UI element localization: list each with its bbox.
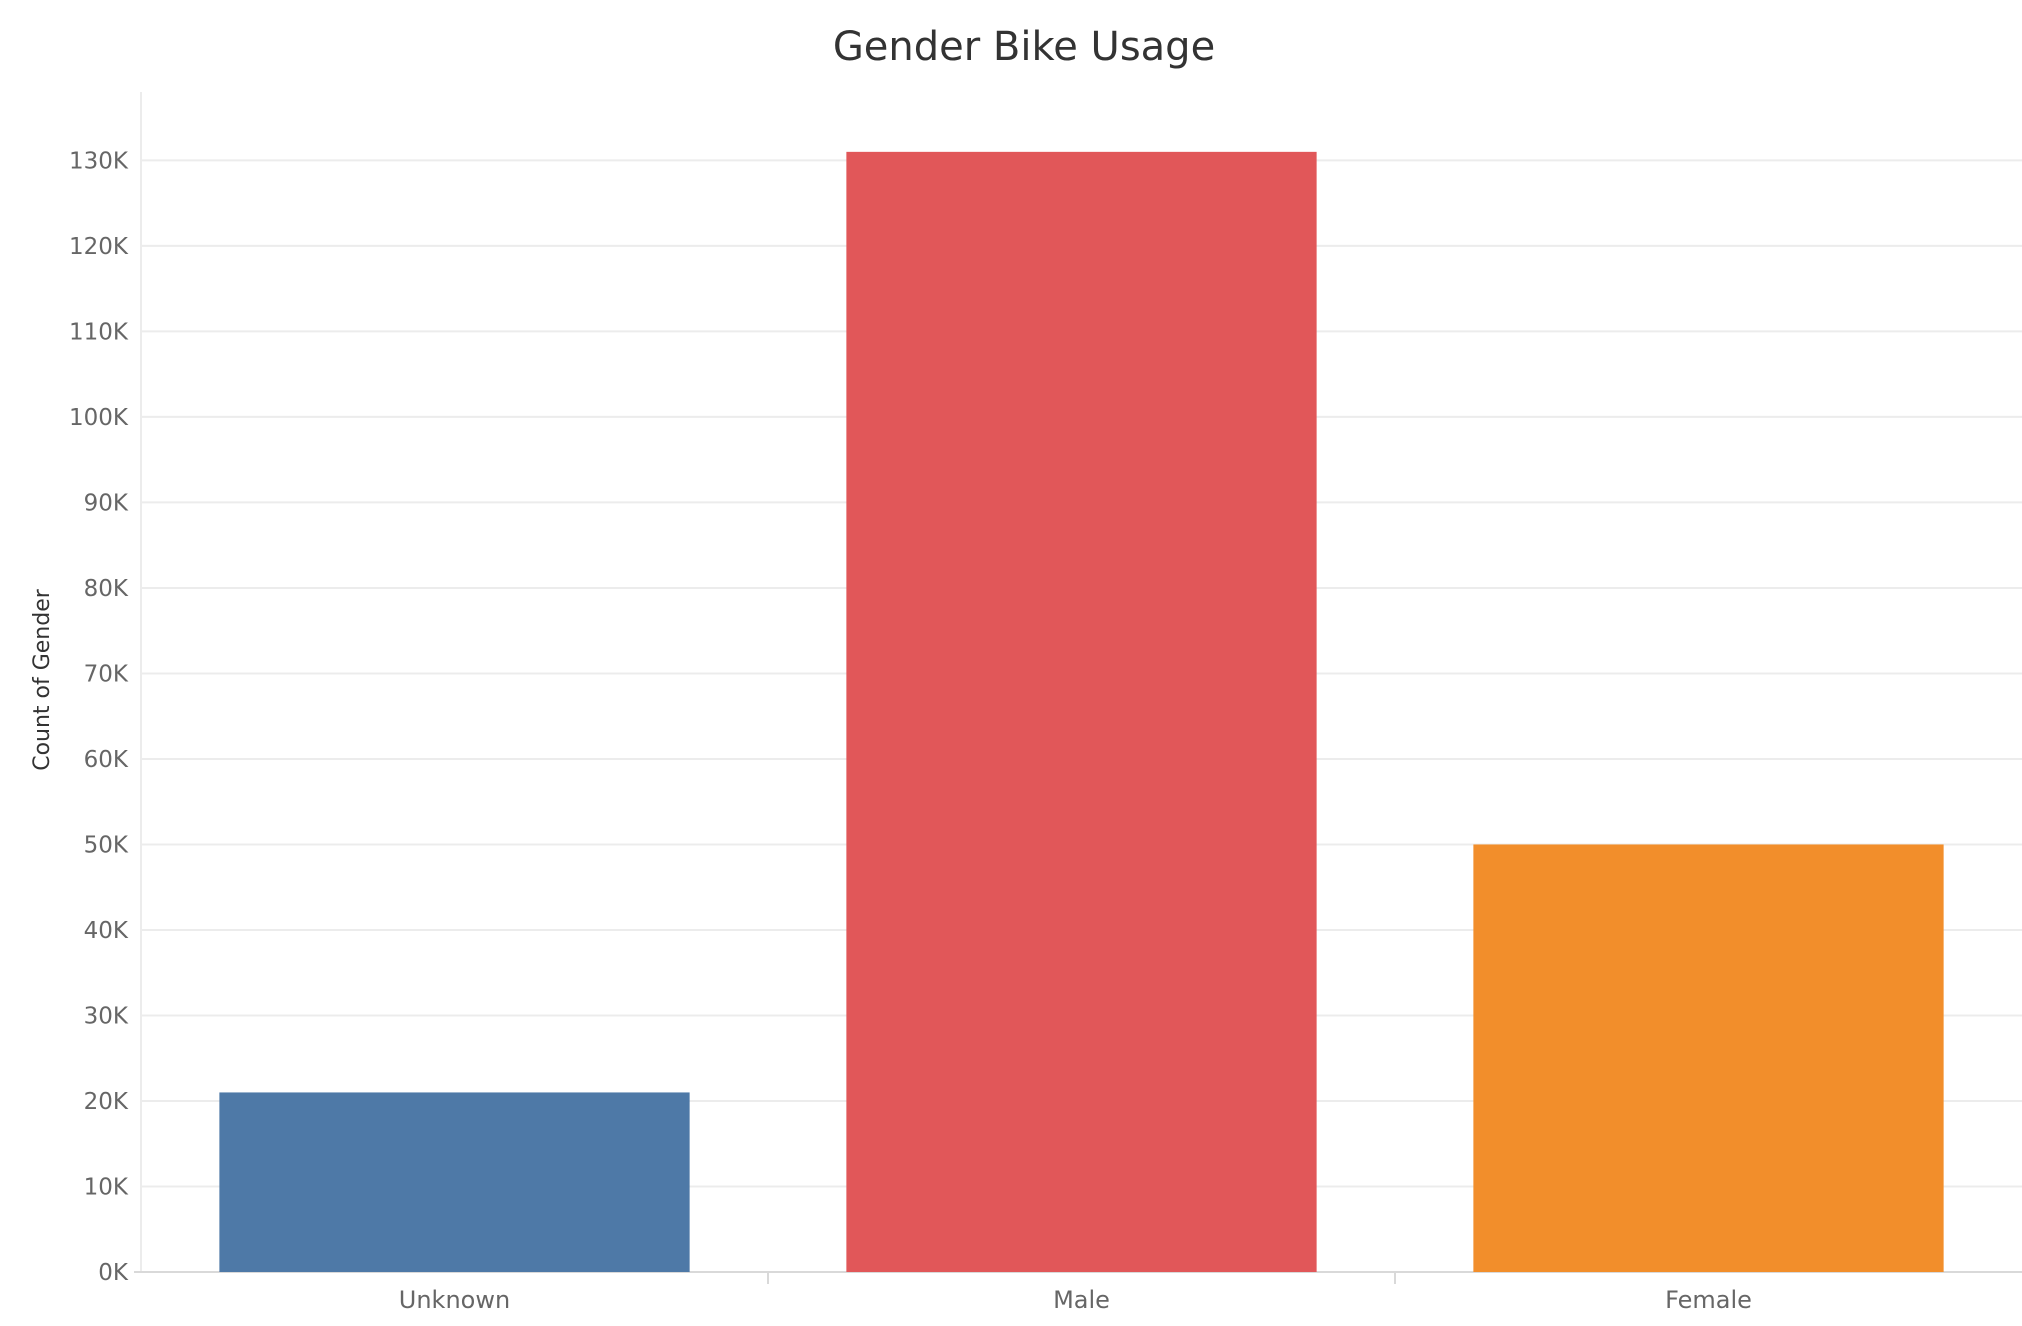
y-tick-label: 120K: [69, 234, 129, 260]
y-axis-ticks: 0K 10K 20K 30K 40K 50K 60K 70K 80K 90K 100K 110K 120…: [69, 148, 129, 1286]
bar-male: [846, 151, 1317, 1272]
y-tick-label: 70K: [84, 661, 129, 687]
y-tick-label: 100K: [69, 405, 129, 431]
y-tick-label: 20K: [84, 1089, 129, 1115]
y-tick-label: 90K: [84, 490, 129, 516]
y-tick-label: 80K: [84, 576, 129, 602]
y-tick-label: 40K: [84, 918, 129, 944]
x-axis-ticks: Unknown Male Female: [399, 1286, 1752, 1314]
y-tick-label: 60K: [84, 747, 129, 773]
bars: [219, 151, 1944, 1272]
chart-title: Gender Bike Usage: [833, 24, 1215, 70]
y-tick-label: 130K: [69, 148, 129, 174]
bar-female: [1473, 844, 1944, 1272]
x-tick-label: Unknown: [399, 1286, 510, 1314]
y-tick-label: 50K: [84, 832, 129, 858]
y-tick-label: 10K: [84, 1174, 129, 1200]
bar-unknown: [219, 1092, 690, 1272]
y-tick-label: 0K: [98, 1260, 129, 1286]
y-tick-label: 30K: [84, 1003, 129, 1029]
x-tick-label: Male: [1053, 1286, 1110, 1314]
y-axis-title: Count of Gender: [30, 588, 55, 771]
y-tick-label: 110K: [69, 319, 129, 345]
x-tick-label: Female: [1665, 1286, 1752, 1314]
